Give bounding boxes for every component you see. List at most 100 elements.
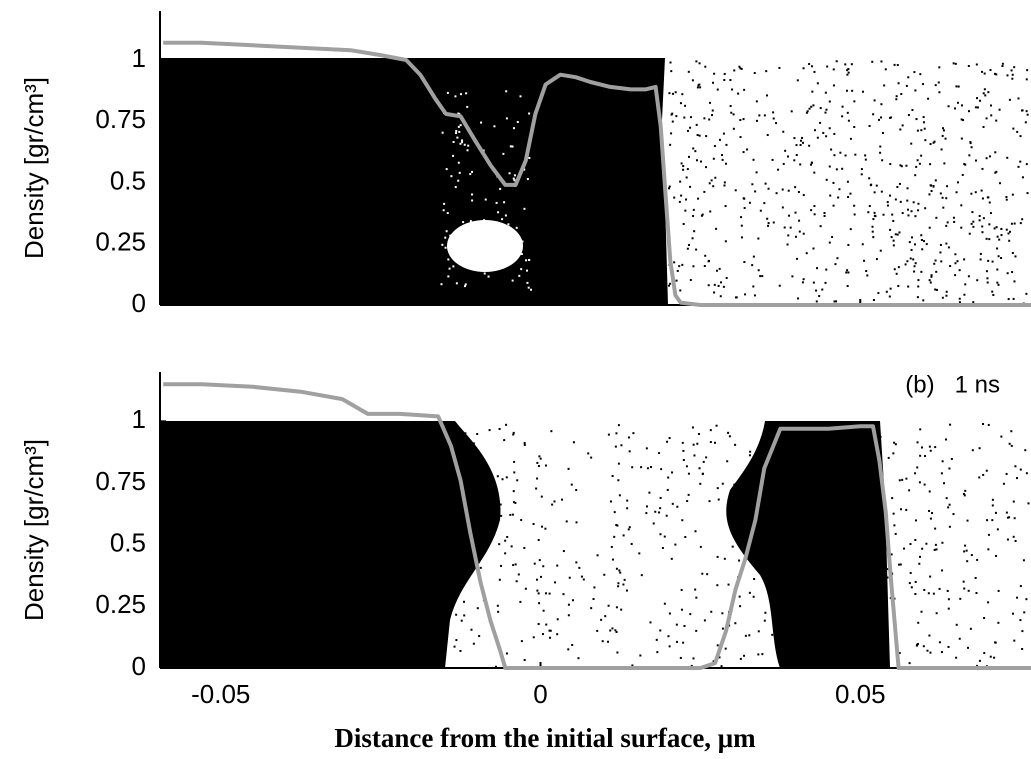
particle [803, 507, 806, 510]
particle [813, 70, 816, 73]
particle [873, 642, 876, 645]
particle [998, 238, 1001, 241]
particle [472, 642, 475, 645]
particle [779, 591, 782, 594]
particle [773, 523, 776, 526]
particle [867, 441, 870, 444]
particle [553, 500, 556, 503]
particle [1006, 538, 1009, 541]
particle [680, 608, 683, 611]
particle [881, 131, 884, 134]
particle [892, 239, 895, 242]
particle [858, 648, 861, 651]
particle [830, 148, 833, 151]
particle [763, 619, 766, 622]
particle [853, 204, 856, 207]
particle [712, 157, 715, 160]
particle [832, 204, 835, 207]
particle [1005, 195, 1008, 198]
particle [866, 274, 869, 277]
particle [622, 583, 625, 586]
particle [587, 452, 590, 455]
particle [626, 499, 629, 502]
particle [988, 223, 991, 226]
particle [801, 136, 804, 139]
particle [727, 515, 730, 518]
particle [919, 73, 922, 76]
particle [813, 213, 816, 216]
particle [1007, 232, 1010, 235]
particle [889, 287, 892, 290]
particle [684, 535, 687, 538]
particle [466, 235, 469, 238]
particle [447, 275, 450, 278]
particle [843, 596, 846, 599]
particle [1011, 193, 1014, 196]
particle [509, 145, 512, 148]
particle [469, 220, 472, 223]
particle [1012, 612, 1015, 615]
particle [459, 93, 462, 96]
particle [1008, 442, 1011, 445]
particle [795, 257, 798, 260]
particle [908, 582, 911, 585]
particle [810, 209, 813, 212]
particle [947, 607, 950, 610]
particle [799, 143, 802, 146]
particle [950, 457, 953, 460]
particle [523, 442, 526, 445]
particle [721, 154, 724, 157]
particle [802, 141, 805, 144]
particle [793, 159, 796, 162]
particle [895, 272, 898, 275]
particle [844, 63, 847, 66]
particle [556, 618, 559, 621]
particle [539, 575, 542, 578]
particle [916, 129, 919, 132]
particle [790, 110, 793, 113]
particle [713, 145, 716, 148]
particle [834, 263, 837, 266]
particle [940, 651, 943, 654]
particle [835, 168, 838, 171]
particle [938, 66, 941, 69]
particle [1017, 97, 1020, 100]
particle [568, 576, 571, 579]
particle [1011, 77, 1014, 80]
y-tick-label: 1 [132, 404, 146, 434]
particle [765, 94, 768, 97]
particle [781, 517, 784, 520]
particle [921, 547, 924, 550]
particle [452, 141, 455, 144]
particle [876, 630, 879, 633]
particle [982, 473, 985, 476]
particle [777, 168, 780, 171]
particle [987, 601, 990, 604]
particle [628, 526, 631, 529]
particle [671, 502, 674, 505]
particle [882, 213, 885, 216]
particle [684, 104, 687, 107]
particle [525, 269, 528, 272]
particle [947, 645, 950, 648]
particle [508, 172, 511, 175]
particle [663, 535, 666, 538]
particle [469, 572, 472, 575]
particle [920, 129, 923, 132]
particle [511, 231, 514, 234]
particle [697, 432, 700, 435]
particle [810, 163, 813, 166]
particle [458, 130, 461, 133]
particle [855, 524, 858, 527]
particle [742, 197, 745, 200]
particle [907, 285, 910, 288]
particle [718, 138, 721, 141]
particle [824, 464, 827, 467]
particle [896, 185, 899, 188]
particle [716, 555, 719, 558]
particle [898, 182, 901, 185]
particle [457, 179, 460, 182]
particle [972, 225, 975, 228]
particle [615, 606, 618, 609]
particle [808, 144, 811, 147]
